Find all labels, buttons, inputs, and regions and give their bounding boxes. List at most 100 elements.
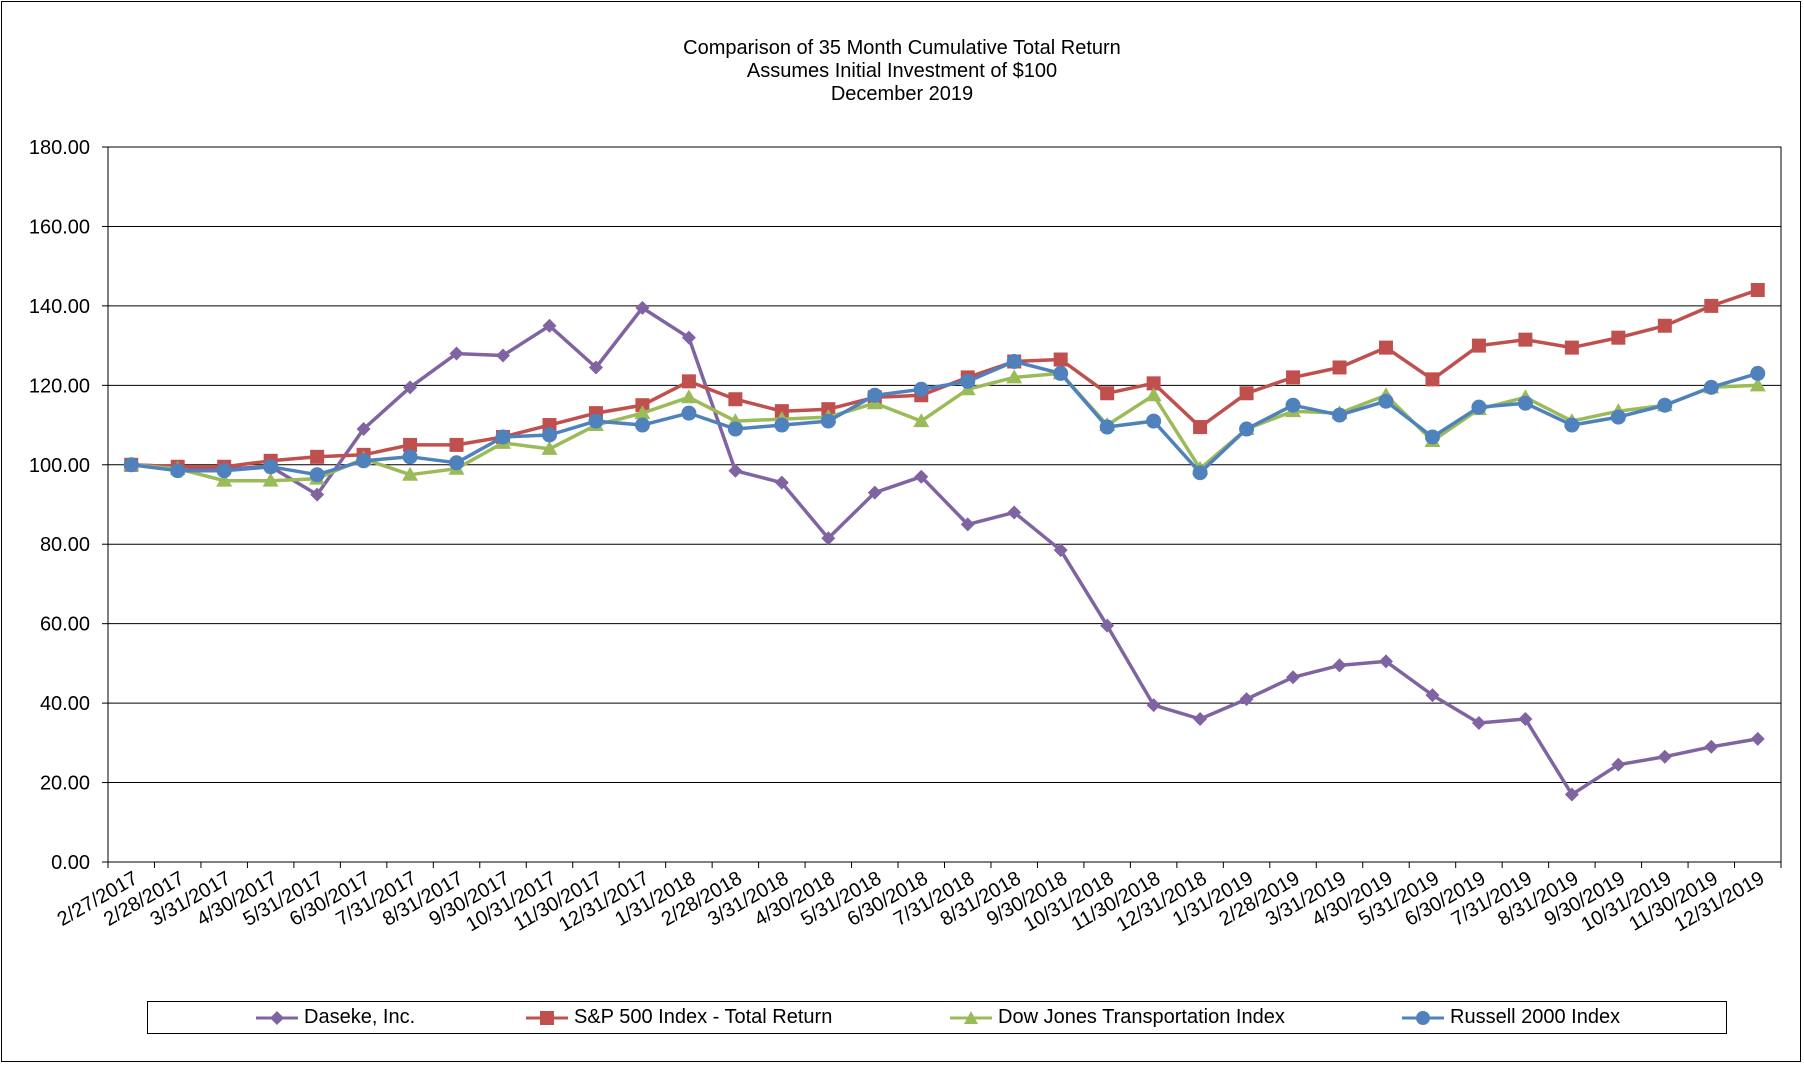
data-point-daseke <box>496 348 511 363</box>
data-point-daseke <box>1704 739 1719 754</box>
series-line-russell <box>130 359 1759 477</box>
data-point-russell <box>1146 413 1162 429</box>
data-point-sp500 <box>1657 318 1672 333</box>
data-point-russell <box>1471 399 1487 415</box>
y-tick-label: 160.00 <box>29 216 90 238</box>
data-point-daseke <box>1657 749 1672 764</box>
data-point-sp500 <box>1332 360 1347 375</box>
data-point-sp500 <box>403 437 418 452</box>
data-point-russell <box>1378 393 1394 409</box>
data-point-sp500 <box>1378 340 1393 355</box>
data-point-russell <box>1750 365 1766 381</box>
data-point-dow-jones <box>680 389 697 404</box>
y-tick-label: 180.00 <box>29 137 90 159</box>
data-point-daseke <box>1332 658 1347 673</box>
data-point-sp500 <box>449 437 464 452</box>
data-point-daseke <box>1750 731 1765 746</box>
data-point-daseke <box>728 463 743 478</box>
data-point-russell <box>1424 429 1440 445</box>
data-point-daseke <box>1611 757 1626 772</box>
data-point-daseke <box>914 469 929 484</box>
legend-item-dow-jones: Dow Jones Transportation Index <box>948 1002 1285 1033</box>
data-point-sp500 <box>1704 298 1719 313</box>
data-point-dow-jones <box>1145 387 1162 402</box>
data-point-daseke <box>1100 618 1115 633</box>
data-point-russell <box>727 421 743 437</box>
data-point-daseke <box>1425 688 1440 703</box>
data-point-daseke <box>1378 654 1393 669</box>
y-tick-label: 140.00 <box>29 296 90 318</box>
data-point-dow-jones <box>262 472 279 487</box>
data-point-russell <box>495 429 511 445</box>
data-point-russell <box>960 373 976 389</box>
data-point-daseke <box>635 300 650 315</box>
data-point-russell <box>1657 397 1673 413</box>
data-point-russell <box>216 463 232 479</box>
data-point-sp500 <box>1239 386 1254 401</box>
data-point-sp500 <box>1286 370 1301 385</box>
legend-swatch-dow-jones <box>950 1010 992 1024</box>
data-point-russell <box>1239 421 1255 437</box>
data-point-russell <box>1703 379 1719 395</box>
chart-title: Comparison of 35 Month Cumulative Total … <box>683 37 1121 59</box>
plot-area <box>107 146 1782 863</box>
data-point-sp500 <box>1611 330 1626 345</box>
data-point-russell <box>1192 465 1208 481</box>
y-tick-label: 100.00 <box>29 455 90 477</box>
legend-item-sp500: S&P 500 Index - Total Return <box>524 1002 832 1033</box>
data-point-russell <box>634 417 650 433</box>
y-tick-label: 80.00 <box>40 534 90 556</box>
data-point-daseke <box>681 330 696 345</box>
data-point-russell <box>263 459 279 475</box>
data-point-daseke <box>1007 505 1022 520</box>
y-tick-label: 0.00 <box>51 852 90 874</box>
data-point-sp500 <box>1518 332 1533 347</box>
data-point-russell <box>1564 417 1580 433</box>
legend-label-sp500: S&P 500 Index - Total Return <box>574 1006 833 1028</box>
legend-swatch-sp500 <box>526 1010 568 1025</box>
series-line-sp500 <box>131 288 1759 469</box>
data-point-russell <box>681 405 697 421</box>
data-point-russell <box>774 417 790 433</box>
data-point-daseke <box>960 517 975 532</box>
data-point-sp500 <box>1100 386 1115 401</box>
y-tick-label: 20.00 <box>40 773 90 795</box>
data-point-daseke <box>1518 712 1533 726</box>
data-point-dow-jones <box>913 413 930 428</box>
data-point-dow-jones <box>1749 377 1766 392</box>
data-point-sp500 <box>1053 352 1068 367</box>
legend-swatch-daseke <box>256 1010 298 1025</box>
data-point-sp500 <box>1471 338 1486 353</box>
data-point-daseke <box>403 380 418 395</box>
data-point-daseke <box>774 475 789 490</box>
data-point-russell <box>1285 397 1301 413</box>
y-tick-label: 40.00 <box>40 693 90 715</box>
data-point-sp500 <box>1425 372 1440 387</box>
data-point-russell <box>588 413 604 429</box>
legend-item-russell: Russell 2000 Index <box>1400 1002 1620 1033</box>
legend-label-daseke: Daseke, Inc. <box>304 1006 416 1028</box>
data-point-daseke <box>867 485 882 500</box>
chart-legend: Daseke, Inc. S&P 500 Index - Total Retur… <box>147 1001 1727 1034</box>
data-point-russell <box>356 453 372 469</box>
data-point-russell <box>867 387 883 403</box>
chart-subtitle-date: December 2019 <box>830 83 974 105</box>
data-point-dow-jones <box>216 472 233 487</box>
data-point-russell <box>541 427 557 443</box>
data-point-daseke <box>449 346 464 361</box>
data-point-daseke <box>588 360 603 375</box>
data-point-dow-jones <box>402 466 419 481</box>
data-point-daseke <box>1053 543 1068 558</box>
data-point-daseke <box>310 487 325 502</box>
data-point-russell <box>170 463 186 479</box>
data-point-daseke <box>1193 712 1208 726</box>
data-point-daseke <box>821 531 836 546</box>
y-tick-label: 60.00 <box>40 614 90 636</box>
data-point-sp500 <box>1750 283 1765 297</box>
chart-subtitle: Assumes Initial Investment of $100 <box>746 60 1058 82</box>
legend-item-daseke: Daseke, Inc. <box>254 1002 415 1033</box>
data-point-russell <box>402 449 418 465</box>
data-point-russell <box>1053 365 1069 381</box>
data-point-russell <box>449 455 465 471</box>
